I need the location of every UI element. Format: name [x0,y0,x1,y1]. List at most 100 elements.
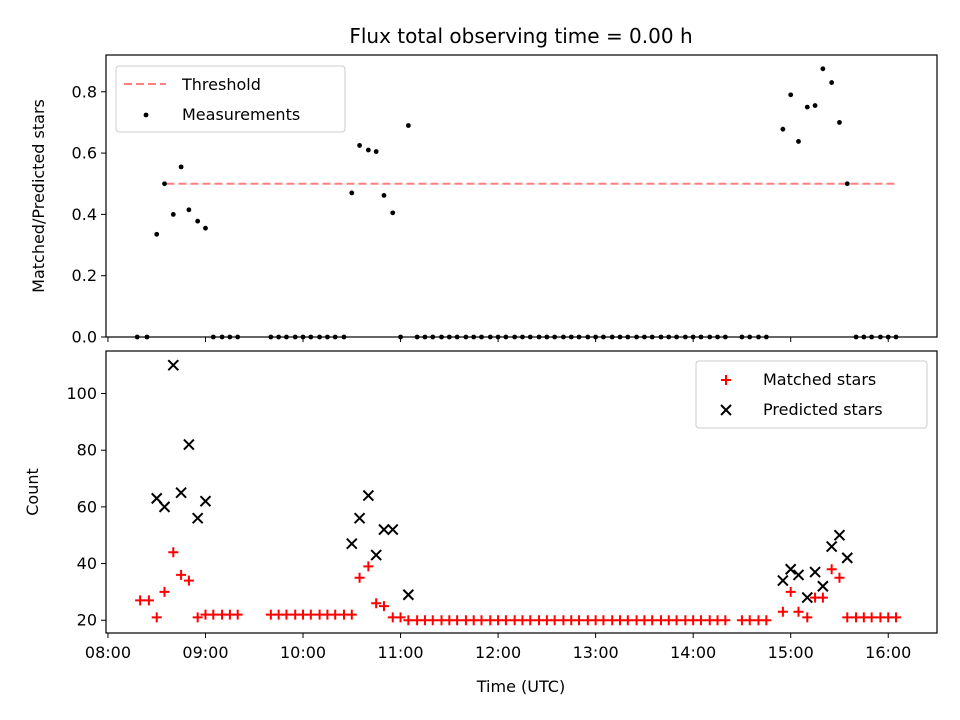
matched-star-point [817,592,828,603]
predicted-star-point [833,529,846,541]
legend-matched-marker [721,375,731,385]
matched-star-point [761,615,772,626]
count-y-tick-label: 20 [77,611,97,630]
count-y-axis-label: Count [23,468,42,516]
matched-star-point [371,598,382,609]
measurement-point [780,126,786,132]
matched-star-point [168,547,179,558]
matched-star-point [598,615,609,626]
predicted-star-point [167,359,180,371]
matched-star-point [183,575,194,586]
x-tick-label: 08:00 [85,643,131,662]
count-legend-box [695,360,928,429]
matched-star-point [378,601,389,612]
matched-star-point [744,615,755,626]
ratio-y-axis-label: Matched/Predicted stars [29,99,48,293]
count-plot: 20 40 60 80 100 08:00 09:00 10:00 11:00 12:00 13:… [23,350,938,696]
matched-star-point [159,586,170,597]
matched-star-point [574,615,585,626]
predicted-star-point [378,523,390,536]
legend-predicted-marker [720,404,732,416]
matched-star-point [802,612,813,623]
x-tick-label: 11:00 [378,643,424,662]
matched-star-point [176,569,187,580]
predicted-star-point [199,495,212,507]
ratio-y-tick-label: 0.6 [72,144,97,163]
measurement-point [178,164,184,170]
matched-star-point [622,615,633,626]
legend-threshold-label: Threshold [181,75,261,94]
ratio-y-tick-label: 0.0 [72,328,97,347]
matched-star-point [281,609,292,620]
matched-star-point [842,612,853,623]
count-x-axis: 08:00 09:00 10:00 11:00 12:00 13:00 14:00 15:00… [85,633,911,662]
measurement-point [170,211,176,217]
predicted-star-point [158,501,171,513]
matched-star-point [403,615,414,626]
matched-star-point [777,606,788,617]
predicted-star-point [353,512,366,524]
legend-predicted-swatch [720,404,732,416]
matched-star-point [476,615,487,626]
legend-measurements-label: Measurements [182,105,300,124]
matched-star-point [143,595,154,606]
matched-star-point [192,612,203,623]
count-y-tick-label: 60 [77,497,97,516]
measurement-point [804,104,810,110]
x-tick-label: 12:00 [475,643,521,662]
predicted-star-point [191,512,204,524]
matched-star-point [500,615,511,626]
predicted-star-point [183,438,195,451]
matched-star-point [647,615,658,626]
matched-star-point [452,615,463,626]
measurement-point [812,103,818,108]
measurement-point [837,120,842,125]
matched-star-point [826,564,837,575]
matched-star-point [354,572,365,583]
ratio-marks [134,66,899,340]
matched-star-point [891,612,902,623]
x-tick-label: 15:00 [768,643,814,662]
measurement-point [820,66,826,72]
measurement-point [381,192,387,198]
x-tick-label: 13:00 [573,643,619,662]
matched-star-point [363,561,374,572]
measurement-point [154,231,160,237]
matched-star-point [135,595,146,606]
matched-star-point [793,606,804,617]
matched-star-point [549,615,560,626]
matched-star-point [785,586,796,597]
predicted-star-point [841,552,853,564]
x-axis-label: Time (UTC) [476,677,565,696]
ratio-y-tick-label: 0.4 [72,205,97,224]
predicted-star-point [809,566,821,578]
matched-star-point [346,609,357,620]
measurement-point [357,143,362,148]
legend-measurements-swatch [143,112,149,118]
x-tick-label: 14:00 [670,643,716,662]
matched-star-point [330,609,341,620]
predicted-star-point [792,569,805,581]
measurement-point [390,210,396,216]
ratio-x-ticks [107,337,889,342]
predicted-star-point [402,589,415,601]
predicted-star-point [784,563,797,575]
count-y-tick-label: 40 [77,554,97,573]
predicted-star-point [175,487,187,499]
matched-star-point [208,609,219,620]
predicted-star-point [346,538,358,550]
matched-star-point [305,609,316,620]
matched-star-point [427,615,438,626]
measurement-point [844,181,850,187]
count-legend: Matched stars Predicted stars [695,360,928,429]
measurement-point [203,225,208,231]
predicted-star-point [777,574,789,587]
predicted-star-point [817,580,829,592]
measurement-point [373,149,379,154]
matched-star-point [866,612,877,623]
ratio-legend: Threshold Measurements [115,65,346,133]
count-y-tick-label: 100 [66,384,97,403]
predicted-star-point [825,540,838,553]
predicted-star-point [362,489,375,502]
